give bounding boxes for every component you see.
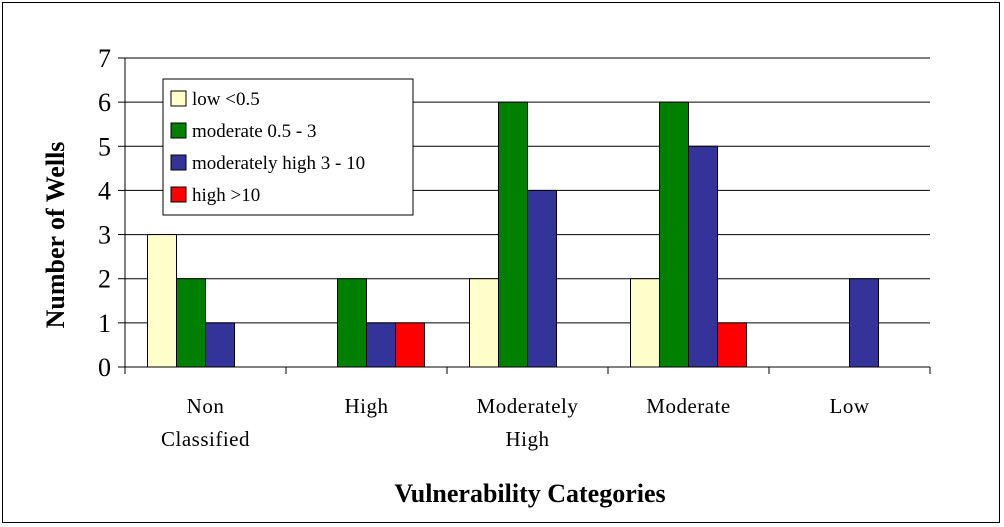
bar [527,189,557,368]
y-tick-label: 5 [98,132,111,161]
y-tick-label: 0 [98,353,111,382]
y-tick-label: 4 [98,176,111,205]
bar [630,278,660,368]
y-tick-label: 3 [98,221,111,250]
x-category-labels: Non Classified High Moderately High Moderate L… [161,394,870,451]
legend-label: moderately high 3 - 10 [192,153,365,174]
bars [147,101,879,368]
legend-label: high >10 [192,185,260,206]
legend-label: low <0.5 [192,89,260,110]
bar [205,322,235,368]
legend-swatch [170,122,187,139]
y-tick-label: 7 [98,44,111,73]
x-category-label: High [345,394,389,418]
x-category-label: Low [830,394,870,418]
legend-swatch [170,186,187,203]
bar [337,278,367,368]
x-category-label: Moderately [477,394,579,418]
bar [498,101,528,368]
y-tick-labels: 0 1 2 3 4 5 6 7 [98,44,111,382]
legend-swatch [170,90,187,107]
x-category-label: Non [187,394,225,418]
bar [849,278,879,368]
y-tick-label: 2 [98,265,111,294]
x-category-label: Classified [161,427,250,451]
legend-box [162,78,414,216]
x-axis-title: Vulnerability Categories [394,479,665,508]
y-axis-title: Number of Wells [41,142,70,329]
legend-swatch [170,154,187,171]
y-tick-label: 1 [98,309,111,338]
bar [659,101,689,368]
bar [717,322,747,368]
bar [469,278,499,368]
bar [688,145,718,368]
bar [147,234,177,368]
y-tick-label: 6 [98,88,111,117]
bar [366,322,396,368]
axes [118,57,931,374]
bar [395,322,425,368]
bar [176,278,206,368]
x-category-label: Moderate [646,394,730,418]
x-category-label: High [506,427,550,451]
legend: low <0.5 moderate 0.5 - 3 moderately high … [162,78,414,216]
legend-label: moderate 0.5 - 3 [192,121,317,142]
